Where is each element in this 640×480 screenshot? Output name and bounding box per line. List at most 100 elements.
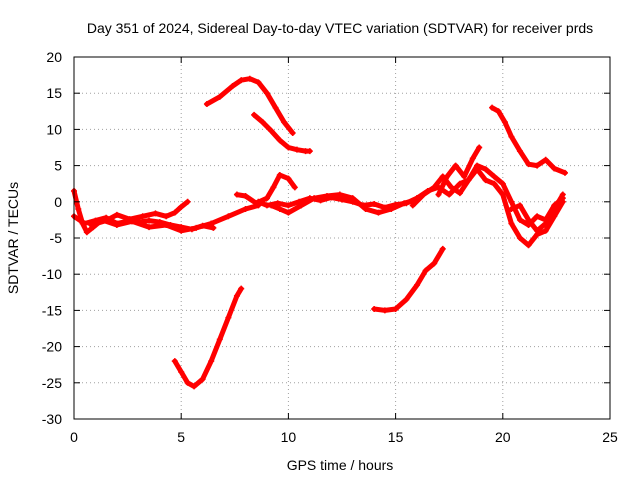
y-tick-label: 5 bbox=[54, 158, 62, 174]
data-point bbox=[255, 198, 262, 205]
data-point bbox=[184, 379, 191, 386]
y-tick-label: 0 bbox=[54, 194, 62, 210]
data-point bbox=[499, 191, 506, 198]
data-point bbox=[199, 376, 206, 383]
data-point bbox=[246, 75, 253, 82]
data-point bbox=[465, 177, 472, 184]
data-point bbox=[293, 146, 300, 153]
data-point bbox=[276, 172, 283, 179]
data-point bbox=[542, 156, 549, 163]
data-point bbox=[199, 222, 206, 229]
data-point bbox=[171, 358, 178, 365]
data-point bbox=[88, 221, 95, 228]
series-line bbox=[489, 105, 568, 176]
data-point bbox=[263, 90, 270, 97]
data-point bbox=[238, 77, 245, 84]
data-point bbox=[542, 220, 549, 227]
data-point bbox=[225, 213, 232, 220]
data-point bbox=[516, 235, 523, 241]
series-line bbox=[204, 76, 296, 136]
data-point bbox=[276, 137, 283, 144]
x-tick-label: 0 bbox=[70, 429, 78, 445]
y-tick-label: 10 bbox=[46, 121, 62, 137]
data-point bbox=[501, 119, 508, 126]
data-point bbox=[323, 193, 330, 200]
data-point bbox=[534, 227, 541, 234]
data-point bbox=[113, 220, 120, 227]
data-point bbox=[208, 358, 215, 365]
data-point bbox=[272, 104, 279, 111]
data-point bbox=[491, 180, 498, 187]
series-track-15 bbox=[508, 191, 566, 234]
data-point bbox=[489, 104, 496, 111]
data-point bbox=[420, 191, 427, 198]
y-tick-label: -10 bbox=[42, 266, 62, 282]
data-point bbox=[291, 184, 298, 191]
data-point bbox=[392, 305, 399, 312]
x-tick-label: 10 bbox=[281, 429, 297, 445]
data-point bbox=[476, 144, 483, 151]
data-point bbox=[482, 177, 489, 184]
data-point bbox=[495, 108, 502, 115]
data-point bbox=[551, 206, 558, 213]
data-point bbox=[163, 213, 170, 220]
data-point bbox=[259, 119, 266, 126]
data-point bbox=[178, 224, 185, 231]
data-point bbox=[435, 191, 442, 198]
series-line bbox=[172, 286, 244, 389]
data-point bbox=[285, 202, 292, 209]
y-tick-label: -15 bbox=[42, 302, 62, 318]
series-track-12 bbox=[409, 166, 566, 249]
data-point bbox=[508, 198, 515, 205]
data-point bbox=[508, 133, 515, 140]
series-track-5 bbox=[251, 111, 313, 155]
data-point bbox=[534, 162, 541, 169]
series-line bbox=[255, 195, 420, 211]
data-point bbox=[448, 184, 455, 191]
data-point bbox=[139, 213, 146, 220]
data-point bbox=[242, 206, 249, 213]
data-point bbox=[431, 260, 438, 267]
data-point bbox=[401, 200, 408, 207]
x-tick-label: 20 bbox=[495, 429, 511, 445]
data-point bbox=[285, 175, 292, 182]
data-point bbox=[403, 296, 410, 303]
data-point bbox=[381, 307, 388, 314]
data-point bbox=[281, 119, 288, 126]
data-point bbox=[561, 169, 568, 176]
data-point bbox=[491, 173, 498, 180]
y-tick-label: 15 bbox=[46, 85, 62, 101]
data-point bbox=[268, 127, 275, 134]
data-point bbox=[233, 191, 240, 198]
data-point bbox=[146, 217, 153, 224]
data-point bbox=[311, 195, 318, 202]
data-point bbox=[188, 226, 195, 233]
data-point bbox=[229, 82, 236, 89]
data-point bbox=[238, 285, 245, 292]
data-point bbox=[103, 217, 110, 224]
data-point bbox=[298, 202, 305, 209]
data-point bbox=[274, 200, 281, 207]
data-point bbox=[516, 148, 523, 155]
series-track-8 bbox=[268, 191, 421, 216]
y-axis-title: SDTVAR / TECUs bbox=[5, 182, 21, 294]
x-tick-label: 15 bbox=[388, 429, 404, 445]
data-point bbox=[276, 206, 283, 213]
series-track-13 bbox=[435, 144, 483, 198]
y-tick-label: -5 bbox=[50, 230, 63, 246]
data-point bbox=[285, 209, 292, 216]
data-point bbox=[216, 93, 223, 100]
data-point bbox=[146, 224, 153, 231]
data-point bbox=[525, 216, 532, 223]
data-point bbox=[336, 191, 343, 198]
data-point bbox=[268, 202, 275, 209]
data-point bbox=[362, 206, 369, 213]
data-point bbox=[306, 148, 313, 155]
data-point bbox=[525, 161, 532, 168]
series-track-10 bbox=[371, 245, 446, 314]
data-point bbox=[152, 210, 159, 217]
data-point bbox=[156, 219, 163, 226]
data-point bbox=[456, 180, 463, 187]
data-point bbox=[349, 195, 356, 202]
